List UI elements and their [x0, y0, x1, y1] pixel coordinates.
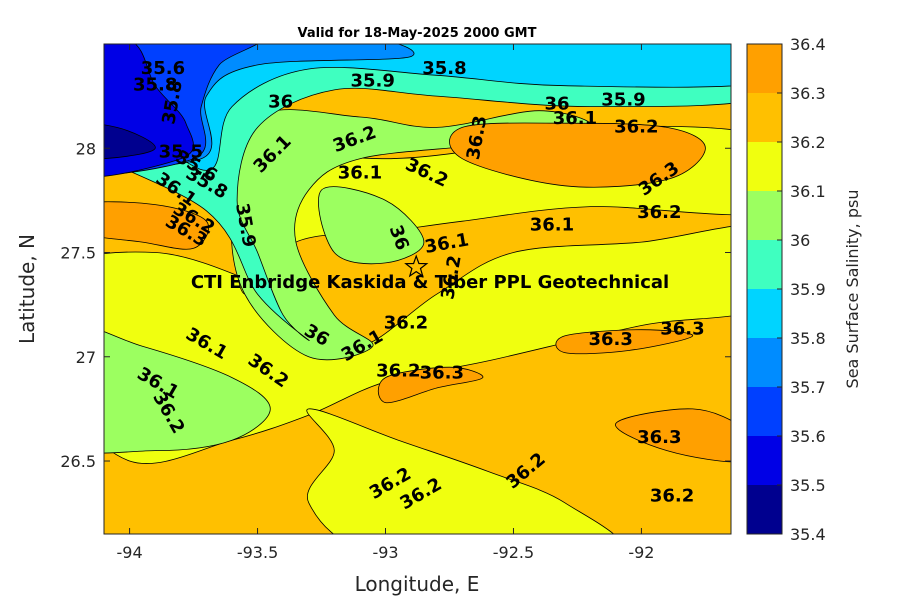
colorbar-segment [747, 191, 782, 240]
contour-fill-layers [104, 44, 731, 534]
region-36.1-south-tongue [306, 408, 615, 534]
plot-area: 35.635.835.8 35.935.836 36 35.936.1 36.236.3… [104, 44, 731, 534]
contour-label: 35.8 [133, 75, 177, 96]
colorbar-segment [747, 240, 782, 289]
region-36.3-southeast [615, 408, 731, 463]
colorbar-tick-label: 35.7 [790, 378, 826, 397]
colorbar-label: Sea Surface Salinity, psu [843, 190, 862, 389]
colorbar-tick-label: 36.3 [790, 84, 826, 103]
x-tick-label: -93 [372, 543, 398, 562]
region-36.0-inner [318, 186, 425, 265]
colorbar-segment [747, 436, 782, 485]
x-axis: -94 -93.5 -93 -92.5 -92 [117, 44, 654, 562]
colorbar-segment [747, 289, 782, 338]
contour-label: 35.9 [350, 71, 394, 92]
contour-label: 36.2 [384, 312, 428, 333]
annotation-layer: CTI Enbridge Kaskida & Tiber PPL Geotech… [191, 254, 669, 293]
contour-label: 35.8 [422, 58, 466, 79]
y-axis-label: Latitude, N [15, 234, 39, 344]
region-35.9 [104, 44, 731, 342]
contour-label: 36.1 [553, 108, 597, 129]
chart-title: Valid for 18-May-2025 2000 GMT [298, 26, 537, 41]
x-tick-label: -94 [117, 543, 143, 562]
contour-label: 35.9 [601, 89, 645, 110]
colorbar-tick-label: 36.1 [790, 182, 826, 201]
y-tick-label: 26.5 [60, 452, 96, 471]
colorbar-segment [747, 485, 782, 534]
region-35.4 [104, 124, 156, 160]
colorbar-tick-label: 36.4 [790, 35, 826, 54]
colorbar-tick-label: 35.8 [790, 329, 826, 348]
colorbar-tick-label: 35.6 [790, 427, 826, 446]
y-tick-label: 27.5 [60, 244, 96, 263]
contour-label: 36.3 [588, 329, 632, 350]
x-tick-label: -92 [628, 543, 654, 562]
region-36.3-northeast [449, 122, 706, 188]
region-36.3-west [104, 201, 209, 250]
region-36.3-mid [377, 366, 484, 404]
colorbar-tick-label: 35.4 [790, 525, 826, 544]
contour-label: 36.3 [420, 362, 464, 383]
colorbar-tick-label: 35.9 [790, 280, 826, 299]
colorbar: 35.4 35.5 35.6 35.7 35.8 35.9 36 36.1 36.2 36.3 36… [746, 35, 826, 544]
colorbar-tick-label: 36.2 [790, 133, 826, 152]
y-tick-label: 27 [76, 348, 96, 367]
contour-label: 36.3 [637, 427, 681, 448]
colorbar-tick-label: 35.5 [790, 476, 826, 495]
colorbar-segment [747, 142, 782, 191]
contour-label: 36 [268, 91, 293, 112]
x-tick-label: -92.5 [493, 543, 534, 562]
colorbar-segment [747, 338, 782, 387]
contour-label: 35.5 [159, 141, 203, 162]
x-tick-label: -93.5 [237, 543, 278, 562]
contour-label: 36.1 [530, 214, 574, 235]
contour-label: 36.2 [637, 202, 681, 223]
colorbar-segment [747, 93, 782, 142]
y-tick-label: 28 [76, 139, 96, 158]
site-annotation-text: CTI Enbridge Kaskida & Tiber PPL Geotech… [191, 272, 669, 293]
site-star-marker [404, 254, 429, 278]
contour-label: 36.2 [376, 360, 420, 381]
colorbar-segment [747, 387, 782, 436]
contour-label: 36.3 [660, 319, 704, 340]
region-36.0-central [230, 109, 592, 361]
contour-label: 36.1 [338, 162, 382, 183]
x-axis-label: Longitude, E [355, 572, 480, 596]
contour-label: 36.2 [650, 486, 694, 507]
colorbar-segment [747, 44, 782, 93]
contour-label: 36 [544, 94, 569, 115]
y-axis: 26.5 27 27.5 28 [60, 139, 731, 471]
colorbar-tick-label: 36 [790, 231, 810, 250]
contour-label: 36.2 [614, 116, 658, 137]
plot-frame [103, 43, 732, 535]
region-36.0-southwest [104, 331, 271, 454]
contour-label: 35.6 [141, 58, 185, 79]
region-36.3-east [555, 329, 694, 355]
